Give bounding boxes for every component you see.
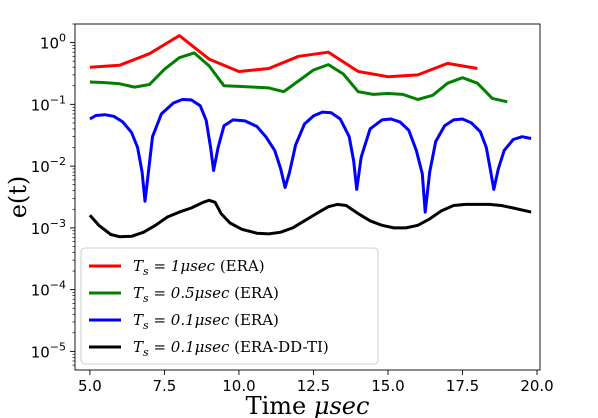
legend-entry-1: Ts = 1μsec (ERA) — [133, 257, 265, 278]
x-tick-label: 15.0 — [371, 377, 404, 395]
series-line-4 — [88, 198, 532, 239]
y-tick-label: 10−5 — [31, 340, 66, 361]
y-tick-label: 100 — [40, 32, 66, 53]
legend-entry-4: Ts = 0.1μsec (ERA-DD-TI) — [133, 338, 329, 359]
x-axis: 5.0 7.5 10.0 12.5 15.0 17.5 20.0 — [78, 370, 554, 395]
x-axis-label: Time μsec — [246, 392, 370, 418]
y-axis-label: e(t) — [4, 176, 32, 219]
y-tick-label: 10−4 — [31, 279, 66, 300]
legend: Ts = 1μsec (ERA) Ts = 0.5μsec (ERA) Ts = 0… — [80, 247, 379, 365]
legend-box — [80, 247, 379, 365]
x-tick-label: 17.5 — [446, 377, 479, 395]
y-tick-label: 10−2 — [31, 155, 66, 176]
y-axis: 100 10−1 10−2 10−3 10−4 10−5 — [31, 23, 75, 366]
series-line-3 — [89, 98, 532, 214]
y-tick-label: 10−3 — [31, 217, 66, 238]
legend-entry-2: Ts = 0.5μsec (ERA) — [133, 284, 279, 305]
x-tick-label: 10.0 — [222, 377, 255, 395]
series-layer — [88, 34, 532, 239]
legend-entry-3: Ts = 0.1μsec (ERA) — [133, 311, 279, 332]
x-tick-label: 5.0 — [78, 377, 102, 395]
series-line-1 — [89, 34, 478, 79]
plot-frame — [74, 23, 541, 371]
x-tick-label: 20.0 — [520, 377, 553, 395]
x-tick-label: 7.5 — [152, 377, 176, 395]
series-line-2 — [89, 51, 508, 104]
x-tick-label: 12.5 — [297, 377, 330, 395]
y-tick-label: 10−1 — [31, 93, 66, 114]
